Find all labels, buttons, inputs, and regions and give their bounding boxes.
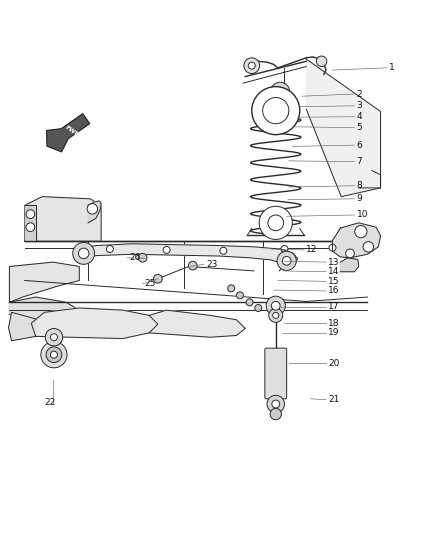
Circle shape — [237, 292, 244, 299]
Polygon shape — [340, 258, 359, 272]
Circle shape — [26, 210, 35, 219]
Circle shape — [355, 225, 367, 238]
Circle shape — [188, 261, 197, 270]
Text: 14: 14 — [328, 267, 339, 276]
Circle shape — [87, 204, 98, 214]
Text: 12: 12 — [306, 245, 318, 254]
Circle shape — [276, 102, 285, 111]
Circle shape — [268, 215, 284, 231]
Text: 21: 21 — [328, 395, 339, 404]
Text: 20: 20 — [328, 359, 339, 368]
Circle shape — [46, 347, 62, 362]
Text: 10: 10 — [357, 211, 368, 220]
Text: 23: 23 — [206, 260, 217, 269]
Circle shape — [363, 241, 374, 252]
Text: 17: 17 — [328, 302, 339, 311]
Circle shape — [283, 256, 291, 265]
Text: 1: 1 — [389, 63, 395, 72]
Circle shape — [138, 253, 147, 262]
Text: 19: 19 — [328, 328, 339, 337]
Polygon shape — [332, 223, 381, 258]
Text: 16: 16 — [328, 286, 339, 295]
Circle shape — [346, 249, 354, 258]
Circle shape — [246, 299, 253, 306]
Circle shape — [163, 246, 170, 253]
Circle shape — [269, 309, 283, 322]
Text: 6: 6 — [357, 141, 362, 150]
Circle shape — [277, 110, 283, 116]
Circle shape — [277, 251, 296, 270]
Circle shape — [50, 334, 57, 341]
Text: 4: 4 — [357, 112, 362, 121]
Polygon shape — [88, 201, 101, 223]
Circle shape — [248, 62, 255, 69]
Circle shape — [45, 328, 63, 346]
Text: 3: 3 — [357, 101, 362, 110]
Text: 18: 18 — [328, 319, 339, 328]
Circle shape — [263, 98, 289, 124]
Polygon shape — [306, 59, 381, 197]
Polygon shape — [46, 114, 90, 152]
Circle shape — [50, 351, 57, 358]
Circle shape — [78, 248, 89, 259]
Circle shape — [252, 87, 300, 135]
Circle shape — [267, 395, 285, 413]
Circle shape — [329, 244, 336, 251]
Text: 22: 22 — [44, 398, 56, 407]
Polygon shape — [9, 312, 35, 341]
Text: 13: 13 — [328, 257, 339, 266]
Circle shape — [270, 408, 282, 420]
Text: 7: 7 — [357, 157, 362, 166]
FancyBboxPatch shape — [265, 348, 287, 399]
Circle shape — [244, 58, 260, 74]
Text: 26: 26 — [130, 253, 141, 262]
Circle shape — [281, 246, 288, 253]
Circle shape — [41, 342, 67, 368]
Text: 5: 5 — [357, 123, 362, 132]
Circle shape — [106, 246, 113, 253]
Circle shape — [316, 56, 327, 67]
Polygon shape — [75, 244, 297, 271]
Circle shape — [259, 206, 292, 239]
Circle shape — [272, 105, 288, 120]
Circle shape — [271, 82, 290, 101]
Text: 25: 25 — [145, 279, 156, 288]
Text: 9: 9 — [357, 195, 362, 203]
Circle shape — [276, 87, 285, 96]
Circle shape — [220, 247, 227, 254]
Circle shape — [272, 302, 280, 310]
Polygon shape — [25, 197, 101, 241]
Text: 8: 8 — [357, 181, 362, 190]
Text: 2: 2 — [357, 90, 362, 99]
Text: FWD: FWD — [64, 124, 80, 138]
Circle shape — [255, 304, 262, 311]
Polygon shape — [25, 205, 36, 241]
Circle shape — [228, 285, 235, 292]
Circle shape — [26, 223, 35, 231]
Circle shape — [272, 400, 280, 408]
Circle shape — [266, 296, 286, 316]
Polygon shape — [149, 310, 245, 337]
Polygon shape — [31, 308, 158, 338]
Circle shape — [73, 243, 95, 264]
Circle shape — [153, 274, 162, 283]
Text: 15: 15 — [328, 277, 339, 286]
Polygon shape — [10, 297, 79, 321]
Circle shape — [273, 312, 279, 318]
Polygon shape — [10, 262, 79, 302]
